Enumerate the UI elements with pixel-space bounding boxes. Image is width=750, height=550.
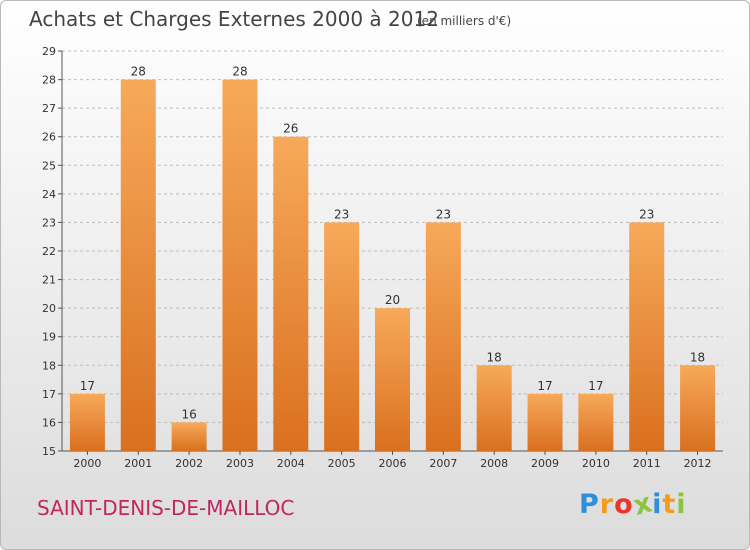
data-label-2005: 23 bbox=[334, 207, 349, 221]
logo-letter: i bbox=[652, 489, 663, 520]
y-tick-label: 22 bbox=[42, 245, 56, 258]
chart-subtitle: (en milliers d'€) bbox=[417, 14, 512, 28]
data-label-2010: 17 bbox=[588, 379, 603, 393]
bar-2002 bbox=[171, 422, 207, 451]
x-tick-label-2007: 2007 bbox=[429, 457, 457, 470]
bar-2003 bbox=[222, 79, 258, 452]
y-tick-label: 19 bbox=[42, 331, 56, 344]
y-tick-label: 29 bbox=[42, 45, 56, 58]
y-tick-label: 23 bbox=[42, 216, 56, 229]
x-tick-label-2012: 2012 bbox=[684, 457, 712, 470]
bars bbox=[69, 79, 716, 452]
logo-letter: o bbox=[614, 489, 634, 520]
bar-2006 bbox=[375, 308, 410, 451]
bar-2011 bbox=[629, 222, 665, 451]
x-tick-label-2003: 2003 bbox=[226, 457, 254, 470]
y-tick-label: 21 bbox=[42, 274, 56, 287]
logo-letter: r bbox=[599, 489, 615, 520]
x-tick-label-2000: 2000 bbox=[73, 457, 101, 470]
data-label-2007: 23 bbox=[436, 207, 451, 221]
data-label-2011: 23 bbox=[639, 207, 654, 221]
data-label-2008: 18 bbox=[487, 350, 502, 364]
logo-letter: t bbox=[662, 489, 677, 520]
data-label-2004: 26 bbox=[283, 122, 298, 136]
y-tick-label: 17 bbox=[42, 388, 56, 401]
bar-2008 bbox=[476, 365, 512, 451]
y-tick-label: 20 bbox=[42, 302, 56, 315]
x-tick-label-2001: 2001 bbox=[124, 457, 152, 470]
data-label-2006: 20 bbox=[385, 293, 400, 307]
logo-letter: P bbox=[579, 489, 600, 520]
data-label-2012: 18 bbox=[690, 350, 705, 364]
bar-2004 bbox=[273, 136, 309, 451]
logo-letter: i bbox=[676, 489, 687, 520]
x-tick-label-2006: 2006 bbox=[379, 457, 407, 470]
x-tick-label-2005: 2005 bbox=[328, 457, 356, 470]
bar-2007 bbox=[425, 222, 461, 451]
bar-2012 bbox=[680, 365, 716, 451]
bar-2001 bbox=[120, 79, 156, 452]
y-tick-label: 16 bbox=[42, 416, 56, 429]
x-tick-label-2011: 2011 bbox=[633, 457, 661, 470]
data-label-2000: 17 bbox=[80, 379, 95, 393]
y-tick-label: 18 bbox=[42, 359, 56, 372]
data-labels: 17 28 16 28 26 23 20 23 18 17 17 23 18 bbox=[80, 65, 705, 422]
data-label-2002: 16 bbox=[181, 407, 196, 421]
x-tick-label-2008: 2008 bbox=[480, 457, 508, 470]
x-tick-label-2002: 2002 bbox=[175, 457, 203, 470]
proxiti-logo: Proxiti bbox=[579, 487, 687, 522]
bar-2005 bbox=[324, 222, 360, 451]
x-tick-label-2004: 2004 bbox=[277, 457, 305, 470]
data-label-2003: 28 bbox=[232, 65, 247, 79]
x-tick-label-2010: 2010 bbox=[582, 457, 610, 470]
y-tick-label: 24 bbox=[42, 188, 56, 201]
bar-2009 bbox=[527, 393, 563, 451]
commune-name: SAINT-DENIS-DE-MAILLOC bbox=[37, 496, 295, 520]
data-label-2009: 17 bbox=[537, 379, 552, 393]
y-tick-label: 15 bbox=[42, 445, 56, 458]
y-tick-label: 27 bbox=[42, 102, 56, 115]
y-tick-label: 25 bbox=[42, 159, 56, 172]
bar-2000 bbox=[69, 393, 105, 451]
bar-2010 bbox=[578, 393, 614, 451]
y-tick-label: 26 bbox=[42, 131, 56, 144]
data-label-2001: 28 bbox=[131, 65, 146, 79]
y-tick-label: 28 bbox=[42, 74, 56, 87]
chart-title: Achats et Charges Externes 2000 à 2012 bbox=[29, 7, 439, 31]
x-tick-label-2009: 2009 bbox=[531, 457, 559, 470]
